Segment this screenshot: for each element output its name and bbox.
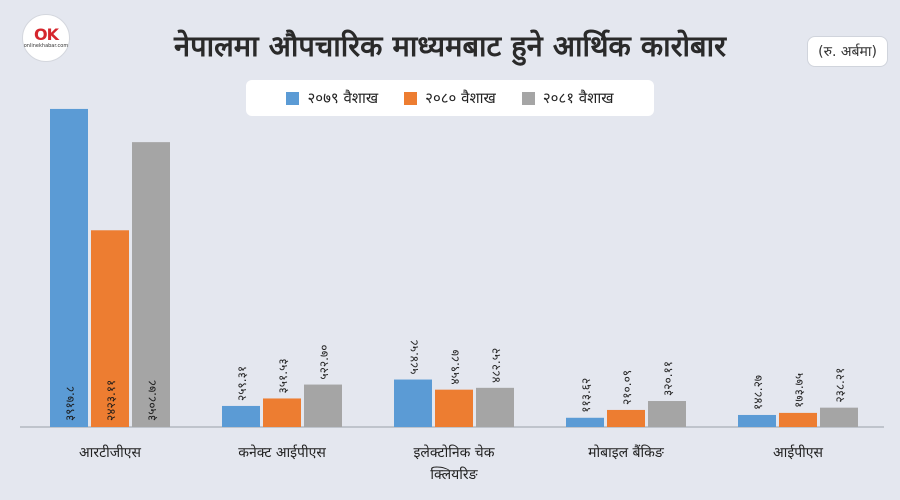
bar-4-0 <box>738 414 776 427</box>
data-label-4-2: २३८.२१ <box>833 368 847 403</box>
data-label-1-1: ३५१.५३ <box>276 358 290 393</box>
data-label-0-1: २४२३.११ <box>104 380 118 421</box>
bar-4-2 <box>820 407 858 427</box>
bar-0-1 <box>91 230 129 427</box>
bar-3-0 <box>566 417 604 427</box>
bar-4-1 <box>779 412 817 427</box>
data-label-0-2: ३५०८.७८ <box>145 380 159 421</box>
category-label-1: कनेक्ट आईपीएस <box>238 444 326 461</box>
data-label-3-2: ३२०.११ <box>661 361 675 396</box>
logo-subtext: onlinekhabar.com <box>23 43 69 49</box>
onlinekhabar-logo: OK onlinekhabar.com <box>22 14 70 62</box>
legend-swatch-2081 <box>521 91 535 105</box>
logo-mark: OK <box>34 25 59 44</box>
legend-label-2079: २०७९ वैशाख <box>307 89 379 107</box>
bar-1-2 <box>304 384 342 427</box>
bar-1-1 <box>263 398 301 427</box>
data-label-1-0: २५९.३१ <box>235 366 249 401</box>
bar-3-1 <box>607 409 645 427</box>
legend-label-2081: २०८१ वैशाख <box>542 89 614 107</box>
legend-item-2080: २०८० वैशाख <box>404 88 496 108</box>
data-label-3-1: २१०.०९ <box>620 370 634 405</box>
data-label-3-0: ११३.६२ <box>579 378 593 413</box>
data-label-2-1: ४५९.८७ <box>448 350 462 385</box>
legend-item-2079: २०७९ वैशाख <box>286 88 378 108</box>
legend-label-2080: २०८० वैशाख <box>425 89 496 107</box>
category-label-3: मोबाइल बैंकिङ <box>588 444 665 461</box>
chart-title: नेपालमा औपचारिक माध्यमबाट हुने आर्थिक का… <box>174 29 726 63</box>
bar-0-2 <box>132 142 170 427</box>
data-label-4-0: १४८.२७ <box>751 375 765 410</box>
category-label-4: आईपीएस <box>773 444 824 461</box>
data-label-0-0: ३९१७.८ <box>63 386 77 421</box>
unit-badge: (रु. अर्बमा) <box>807 36 888 67</box>
bar-1-0 <box>222 405 260 427</box>
data-label-4-1: १७३.७५ <box>792 373 806 408</box>
legend-item-2081: २०८१ वैशाख <box>521 88 614 108</box>
bar-2-1 <box>435 389 473 427</box>
bar-2-2 <box>476 387 514 427</box>
bar-2-0 <box>394 379 432 427</box>
chart-legend: २०७९ वैशाख २०८० वैशाख २०८१ वैशाख <box>246 80 654 116</box>
data-label-2-2: ४८२.५२ <box>489 348 503 383</box>
category-label-2: इलेक्टोनिक चेक <box>414 444 495 461</box>
bar-0-0 <box>50 108 88 427</box>
category-label-0: आरटीजीएस <box>79 444 141 461</box>
legend-swatch-2080 <box>404 91 418 105</box>
bar-3-2 <box>648 401 686 427</box>
data-label-2-0: ५८४.५८ <box>407 340 421 375</box>
legend-swatch-2079 <box>286 91 300 105</box>
data-label-1-2: ५२२.७० <box>317 345 331 380</box>
category-label-2-line2: क्लियरिङ <box>430 466 478 483</box>
